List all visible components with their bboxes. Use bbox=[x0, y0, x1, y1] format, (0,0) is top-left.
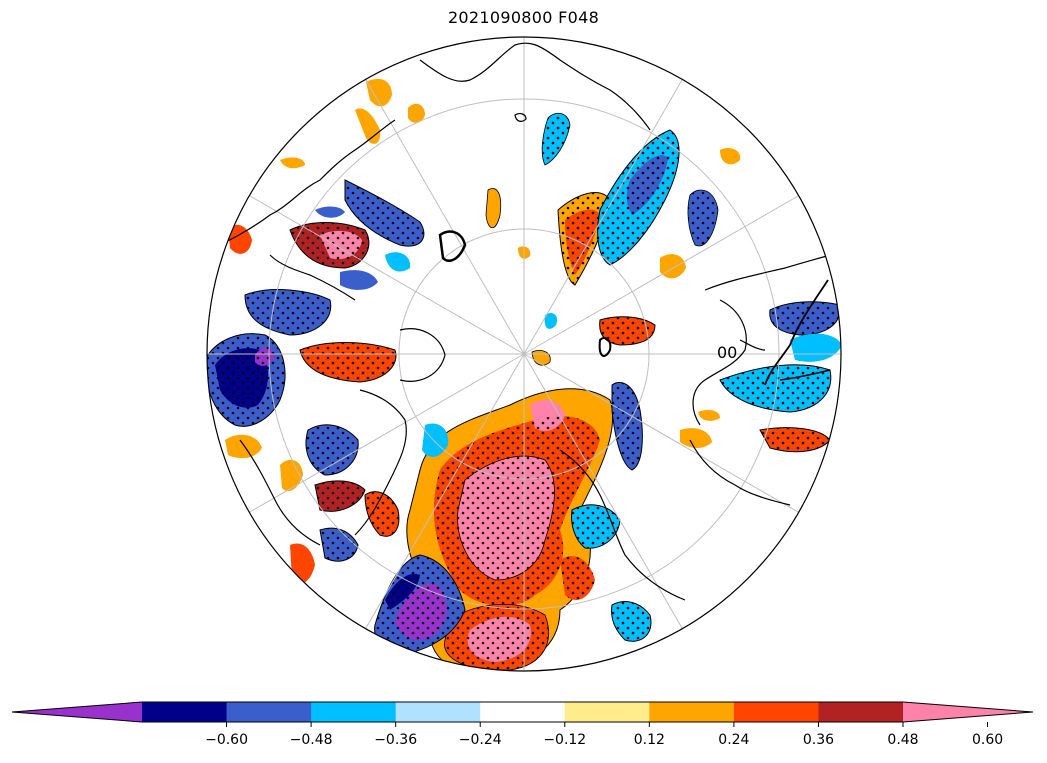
colorbar-tick-label: −0.12 bbox=[543, 732, 586, 748]
contour-label: 00 bbox=[717, 343, 737, 362]
colorbar-extend-high bbox=[903, 702, 1033, 722]
coastlines bbox=[209, 42, 831, 601]
colorbar-tick-label: 0.48 bbox=[887, 732, 918, 748]
polar-map: 00 bbox=[206, 36, 842, 672]
colorbar-tick-label: −0.60 bbox=[205, 732, 248, 748]
colorbar-segment bbox=[480, 702, 566, 722]
colorbar-segment bbox=[649, 702, 735, 722]
colorbar-segment bbox=[311, 702, 397, 722]
colorbar-segment bbox=[395, 702, 481, 722]
colorbar-tick-label: −0.24 bbox=[459, 732, 502, 748]
graticule bbox=[207, 37, 841, 671]
colorbar-tick-label: 0.36 bbox=[803, 732, 834, 748]
plot-title: 2021090800 F048 bbox=[447, 8, 600, 27]
colorbar-segment bbox=[142, 702, 228, 722]
colorbar-segment bbox=[564, 702, 650, 722]
colorbar-segment bbox=[818, 702, 904, 722]
colorbar-tick-label: 0.12 bbox=[634, 732, 665, 748]
colorbar-tick-label: −0.48 bbox=[290, 732, 333, 748]
significance-stippling bbox=[207, 113, 841, 671]
colorbar-tick-label: 0.60 bbox=[972, 732, 1003, 748]
colorbar-tick-label: 0.24 bbox=[718, 732, 749, 748]
colorbar-segment bbox=[733, 702, 819, 722]
colorbar-tick-label: −0.36 bbox=[374, 732, 417, 748]
colorbar-outline bbox=[11, 701, 1034, 723]
map-boundary bbox=[206, 36, 842, 672]
colorbar-extend-low bbox=[12, 702, 142, 722]
colorbar-segment bbox=[226, 702, 312, 722]
